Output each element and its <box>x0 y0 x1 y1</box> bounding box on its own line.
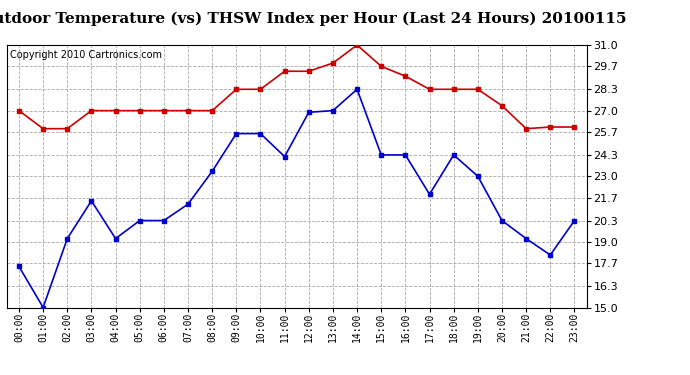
Text: Copyright 2010 Cartronics.com: Copyright 2010 Cartronics.com <box>10 50 161 60</box>
Text: Outdoor Temperature (vs) THSW Index per Hour (Last 24 Hours) 20100115: Outdoor Temperature (vs) THSW Index per … <box>0 11 627 26</box>
